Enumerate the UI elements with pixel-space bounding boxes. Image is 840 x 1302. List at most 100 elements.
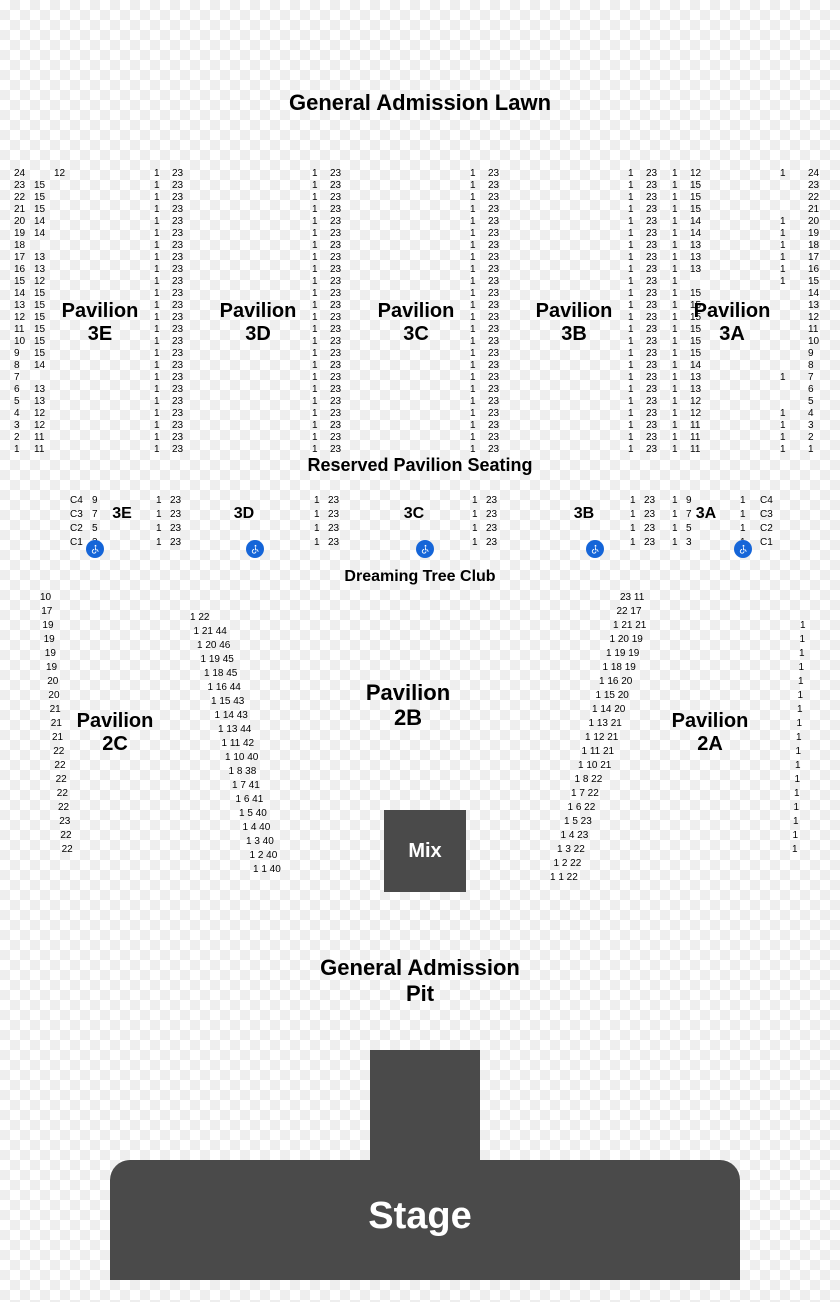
seat-number: 12 (54, 168, 65, 179)
seat-number: 1 (154, 300, 160, 311)
wheelchair-icon (416, 540, 434, 558)
seat-number: 1 (470, 276, 476, 287)
seat-number: 23 (488, 192, 499, 203)
section-label-pavilion-3b[interactable]: Pavilion 3B (524, 300, 624, 346)
mix-booth: Mix (384, 810, 466, 892)
seat-number: 23 (330, 168, 341, 179)
section-label-pavilion-2c[interactable]: Pavilion 2C (65, 710, 165, 756)
seat-number: 1 (628, 168, 634, 179)
seat-number: 1 (672, 360, 678, 371)
section-label-3c[interactable]: 3C (364, 505, 464, 523)
seat-number: 23 (330, 288, 341, 299)
seat-number: 1 (808, 444, 814, 455)
seat-number: 1 (312, 300, 318, 311)
area-reserved-title: Reserved Pavilion Seating (0, 455, 840, 476)
seat-number: 23 (330, 336, 341, 347)
seat-number: 21 (51, 718, 62, 729)
seat-number: 23 11 (620, 592, 644, 603)
section-label-pavilion-3d[interactable]: Pavilion 3D (208, 300, 308, 346)
seat-number: 1 (672, 264, 678, 275)
seat-number: 23 (646, 204, 657, 215)
section-label-pavilion-3a[interactable]: Pavilion 3A (682, 300, 782, 346)
seat-number: 13 (690, 384, 701, 395)
seat-number: 1 (630, 537, 636, 548)
seat-number: 1 6 22 (568, 802, 596, 813)
seat-number: 1 (780, 432, 786, 443)
seat-number: 1 (628, 204, 634, 215)
seat-number: 23 (328, 537, 339, 548)
seat-number: 11 (690, 432, 700, 443)
seat-number: 1 (154, 240, 160, 251)
seat-number: 23 (488, 288, 499, 299)
seat-number: 8 (808, 360, 814, 371)
seat-number: 1 (154, 420, 160, 431)
seat-number: 15 (34, 336, 45, 347)
seat-number: 22 (57, 788, 68, 799)
seat-number: 1 8 22 (575, 774, 603, 785)
seat-number: 1 (470, 384, 476, 395)
seat-number: 1 (672, 384, 678, 395)
seat-number: 23 (330, 228, 341, 239)
seat-number: 1 18 19 (603, 662, 636, 673)
seat-number: 23 (488, 420, 499, 431)
seat-number: 23 (488, 336, 499, 347)
section-label-pavilion-2b[interactable]: Pavilion 2B (358, 680, 458, 731)
seat-number: 1 (14, 444, 20, 455)
seat-number: 1 (795, 760, 801, 771)
seat-number: 23 (488, 216, 499, 227)
seat-number: 22 (54, 760, 65, 771)
seat-number: 23 (646, 384, 657, 395)
section-label-3d[interactable]: 3D (194, 505, 294, 523)
section-label-pavilion-3c[interactable]: Pavilion 3C (366, 300, 466, 346)
seat-number: 1 (156, 523, 162, 534)
seat-number: 1 (470, 348, 476, 359)
seat-number: 1 (797, 704, 803, 715)
seat-number: 23 (330, 348, 341, 359)
seat-number: 23 (172, 348, 183, 359)
seat-number: 23 (330, 312, 341, 323)
seat-number: 1 7 41 (232, 780, 260, 791)
seat-number: 23 (172, 336, 183, 347)
seat-number: 1 16 44 (208, 682, 241, 693)
seat-number: 1 (800, 634, 806, 645)
seat-number: 15 (14, 276, 25, 287)
seat-number: 1 (780, 228, 786, 239)
seat-number: 23 (330, 444, 341, 455)
seat-number: 4 (808, 408, 814, 419)
seat-number: 23 (330, 420, 341, 431)
seat-number: 12 (690, 408, 701, 419)
seat-number: 1 (312, 192, 318, 203)
seat-number: 23 (486, 523, 497, 534)
seat-number: 1 (672, 336, 678, 347)
seat-number: 10 (14, 336, 25, 347)
seat-number: 13 (690, 252, 701, 263)
seat-number: 23 (172, 192, 183, 203)
seat-number: 23 (330, 396, 341, 407)
seat-number: 1 (154, 180, 160, 191)
section-label-3e[interactable]: 3E (72, 505, 172, 523)
seat-number: 20 (808, 216, 819, 227)
seat-number: 1 2 22 (554, 858, 582, 869)
seat-number: 1 (154, 444, 160, 455)
seat-number: 6 (14, 384, 20, 395)
seat-number: 23 (646, 348, 657, 359)
seat-number: 23 (170, 523, 181, 534)
seat-number: 23 (646, 336, 657, 347)
seat-number: 5 (92, 523, 98, 534)
seat-number: 1 (472, 495, 478, 506)
seat-number: 1 (780, 264, 786, 275)
seat-number: 1 (312, 264, 318, 275)
seat-number: 23 (172, 420, 183, 431)
seat-number: 1 (780, 408, 786, 419)
seat-number: 2 (14, 432, 20, 443)
seat-number: 5 (808, 396, 814, 407)
seat-number: 23 (172, 408, 183, 419)
section-label-3a[interactable]: 3A (656, 505, 756, 523)
seat-number: 1 (672, 444, 678, 455)
section-label-3b[interactable]: 3B (534, 505, 634, 523)
seat-number: 23 (646, 432, 657, 443)
section-label-pavilion-3e[interactable]: Pavilion 3E (50, 300, 150, 346)
section-label-pavilion-2a[interactable]: Pavilion 2A (660, 710, 760, 756)
seat-number: 13 (34, 384, 45, 395)
seat-number: 1 (628, 372, 634, 383)
